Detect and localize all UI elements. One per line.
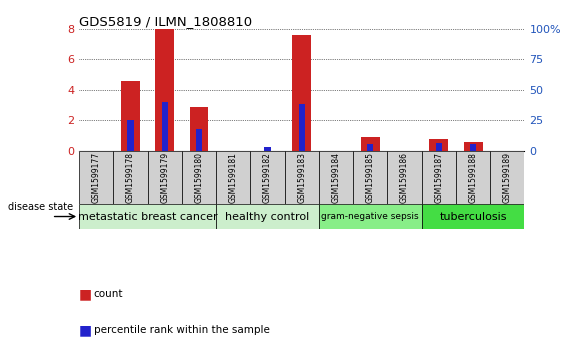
- Bar: [216, 204, 319, 229]
- Bar: [292, 35, 311, 151]
- Bar: [464, 142, 482, 151]
- Bar: [319, 204, 422, 229]
- Bar: [79, 204, 216, 229]
- Text: GSM1599178: GSM1599178: [126, 152, 135, 203]
- Text: GSM1599177: GSM1599177: [92, 152, 101, 203]
- Bar: [113, 151, 148, 204]
- Bar: [353, 151, 387, 204]
- Text: gram-negative sepsis: gram-negative sepsis: [322, 212, 419, 221]
- Bar: [361, 137, 380, 151]
- Bar: [430, 139, 448, 151]
- Text: GSM1599182: GSM1599182: [263, 152, 272, 203]
- Text: GSM1599184: GSM1599184: [332, 152, 340, 203]
- Text: ■: ■: [79, 323, 92, 337]
- Text: GSM1599181: GSM1599181: [229, 152, 238, 203]
- Text: healthy control: healthy control: [226, 212, 309, 221]
- Text: GSM1599183: GSM1599183: [297, 152, 306, 203]
- Bar: [148, 151, 182, 204]
- Bar: [285, 151, 319, 204]
- Bar: [79, 151, 113, 204]
- Text: ■: ■: [79, 287, 92, 301]
- Bar: [190, 107, 209, 151]
- Bar: [127, 119, 134, 151]
- Text: GDS5819 / ILMN_1808810: GDS5819 / ILMN_1808810: [79, 15, 252, 28]
- Bar: [182, 151, 216, 204]
- Text: GSM1599180: GSM1599180: [195, 152, 203, 203]
- Text: metastatic breast cancer: metastatic breast cancer: [78, 212, 217, 221]
- Bar: [456, 151, 490, 204]
- Bar: [216, 151, 250, 204]
- Text: tuberculosis: tuberculosis: [440, 212, 507, 221]
- Bar: [162, 102, 168, 151]
- Text: percentile rank within the sample: percentile rank within the sample: [94, 325, 270, 335]
- Bar: [155, 29, 174, 151]
- Bar: [436, 143, 442, 151]
- Bar: [196, 130, 202, 151]
- Text: GSM1599189: GSM1599189: [503, 152, 512, 203]
- Text: GSM1599185: GSM1599185: [366, 152, 375, 203]
- Bar: [422, 151, 456, 204]
- Bar: [387, 151, 422, 204]
- Bar: [490, 151, 524, 204]
- Text: GSM1599187: GSM1599187: [434, 152, 444, 203]
- Bar: [470, 144, 476, 151]
- Text: GSM1599188: GSM1599188: [469, 152, 478, 203]
- Text: GSM1599179: GSM1599179: [160, 152, 169, 203]
- Bar: [367, 144, 373, 151]
- Bar: [422, 204, 524, 229]
- Bar: [319, 151, 353, 204]
- Bar: [299, 105, 305, 151]
- Text: disease state: disease state: [8, 201, 73, 212]
- Bar: [264, 147, 271, 151]
- Bar: [250, 151, 285, 204]
- Bar: [121, 81, 140, 151]
- Text: count: count: [94, 289, 123, 299]
- Text: GSM1599186: GSM1599186: [400, 152, 409, 203]
